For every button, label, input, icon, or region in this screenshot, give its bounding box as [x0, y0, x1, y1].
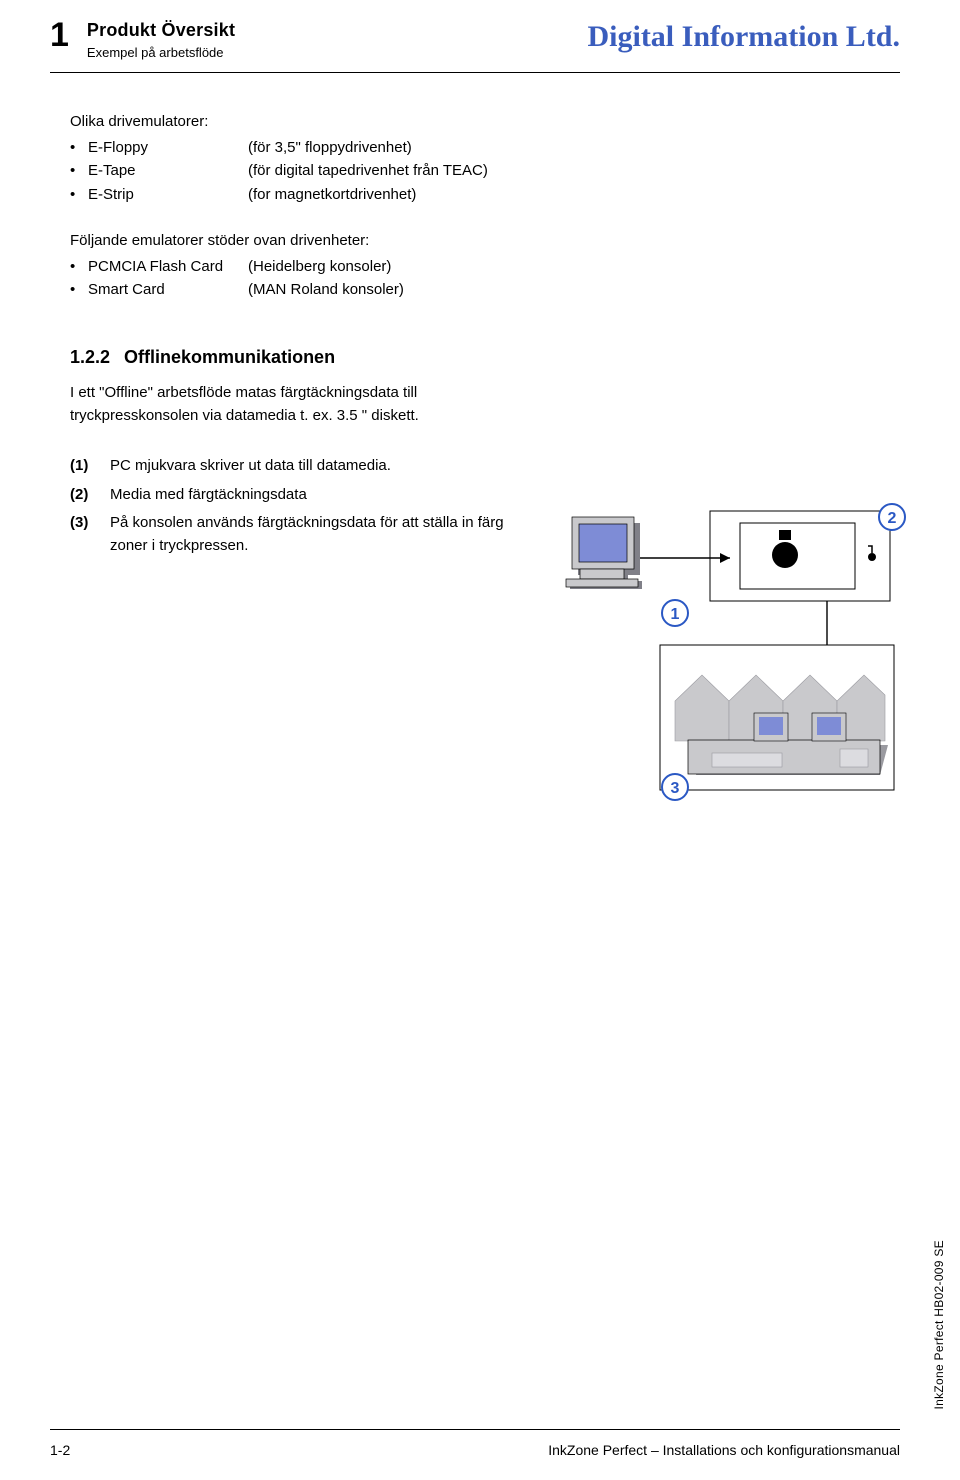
offline-diagram: 1	[540, 505, 900, 805]
supported-list: PCMCIA Flash Card (Heidelberg konsoler) …	[70, 255, 550, 302]
header-title-block: Produkt Översikt Exempel på arbetsflöde	[87, 20, 235, 60]
badge-2: 2	[879, 504, 905, 530]
side-document-id: InkZone Perfect HB02-009 SE	[932, 1240, 946, 1410]
header-subtitle: Exempel på arbetsflöde	[87, 45, 235, 60]
emulator-desc: (för digital tapedrivenhet från TEAC)	[248, 159, 488, 182]
item-text: PC mjukvara skriver ut data till datamed…	[110, 455, 520, 478]
header-title: Produkt Översikt	[87, 20, 235, 41]
emulator-intro: Olika drivemulatorer:	[70, 113, 550, 130]
company-name: Digital Information Ltd.	[587, 20, 900, 54]
section-heading: 1.2.2 Offlinekommunikationen	[70, 347, 900, 368]
badge-3: 3	[662, 774, 688, 800]
list-item: (1) PC mjukvara skriver ut data till dat…	[70, 455, 520, 478]
item-marker: (2)	[70, 484, 110, 507]
supported-term: PCMCIA Flash Card	[88, 255, 248, 278]
header-page-number: 1	[50, 16, 69, 55]
list-item: (3) På konsolen används färgtäckningsdat…	[70, 512, 520, 557]
emulator-desc: (för 3,5" floppydrivenhet)	[248, 136, 412, 159]
list-item: Smart Card (MAN Roland konsoler)	[70, 278, 550, 301]
footer-page-number: 1-2	[50, 1442, 70, 1458]
item-text: Media med färgtäckningsdata	[110, 484, 520, 507]
emulator-term: E-Strip	[88, 183, 248, 206]
heading-title: Offlinekommunikationen	[124, 347, 335, 368]
item-marker: (1)	[70, 455, 110, 478]
numbered-list: (1) PC mjukvara skriver ut data till dat…	[50, 455, 520, 557]
page-root: 1 Produkt Översikt Exempel på arbetsflöd…	[0, 0, 960, 1480]
list-item: (2) Media med färgtäckningsdata	[70, 484, 520, 507]
heading-number: 1.2.2	[70, 347, 110, 368]
emulator-section: Olika drivemulatorer: E-Floppy (för 3,5"…	[70, 113, 550, 301]
list-item: PCMCIA Flash Card (Heidelberg konsoler)	[70, 255, 550, 278]
page-header: 1 Produkt Översikt Exempel på arbetsflöd…	[50, 20, 900, 60]
supported-desc: (Heidelberg konsoler)	[248, 255, 391, 278]
supported-term: Smart Card	[88, 278, 248, 301]
supported-desc: (MAN Roland konsoler)	[248, 278, 404, 301]
emulator-list: E-Floppy (för 3,5" floppydrivenhet) E-Ta…	[70, 136, 550, 206]
supported-intro: Följande emulatorer stöder ovan drivenhe…	[70, 232, 550, 249]
list-item: E-Floppy (för 3,5" floppydrivenhet)	[70, 136, 550, 159]
emulator-desc: (for magnetkortdrivenhet)	[248, 183, 416, 206]
list-item: E-Tape (för digital tapedrivenhet från T…	[70, 159, 550, 182]
item-marker: (3)	[70, 512, 110, 557]
list-item: E-Strip (for magnetkortdrivenhet)	[70, 183, 550, 206]
footer-doc-title: InkZone Perfect – Installations och konf…	[548, 1442, 900, 1458]
emulator-term: E-Floppy	[88, 136, 248, 159]
item-text: På konsolen används färgtäckningsdata fö…	[110, 512, 520, 557]
page-footer: 1-2 InkZone Perfect – Installations och …	[50, 1429, 900, 1458]
emulator-term: E-Tape	[88, 159, 248, 182]
svg-text:2: 2	[888, 510, 897, 527]
svg-text:3: 3	[671, 780, 680, 797]
header-rule	[50, 72, 900, 73]
section-paragraph: I ett "Offline" arbetsflöde matas färgtä…	[70, 382, 540, 427]
header-left: 1 Produkt Översikt Exempel på arbetsflöd…	[50, 20, 235, 60]
